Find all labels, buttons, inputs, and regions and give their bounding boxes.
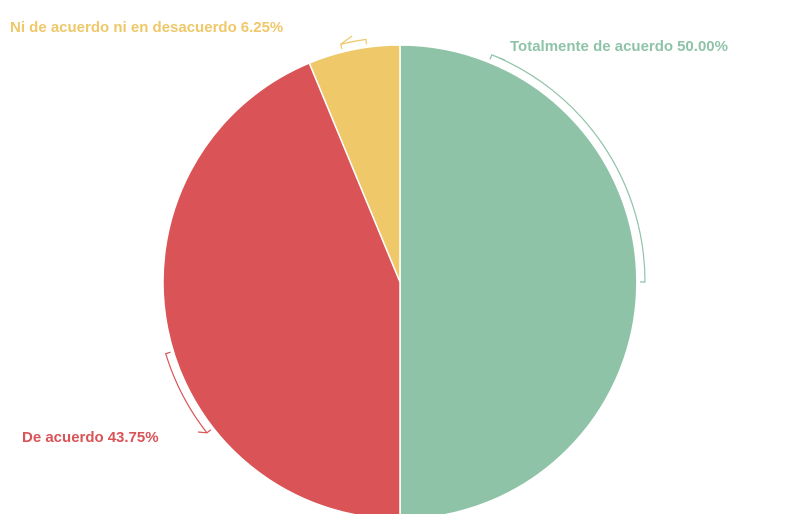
slice-label-name: Ni de acuerdo ni en desacuerdo bbox=[10, 19, 237, 36]
slice-label: Ni de acuerdo ni en desacuerdo 6.25% bbox=[10, 19, 283, 36]
slice-label: De acuerdo 43.75% bbox=[22, 429, 159, 446]
slice-label-value: 6.25% bbox=[241, 19, 284, 36]
label-leader bbox=[340, 35, 368, 50]
label-leader bbox=[489, 54, 646, 283]
slice-label-name: Totalmente de acuerdo bbox=[510, 38, 673, 55]
pie-slice bbox=[162, 62, 401, 514]
label-leader bbox=[164, 351, 212, 434]
slice-label-name: De acuerdo bbox=[22, 429, 104, 446]
pie-slice bbox=[308, 44, 401, 283]
slice-label: Totalmente de acuerdo 50.00% bbox=[510, 38, 728, 55]
pie-slice bbox=[399, 44, 638, 514]
slice-label-value: 43.75% bbox=[108, 429, 159, 446]
slice-label-value: 50.00% bbox=[677, 38, 728, 55]
